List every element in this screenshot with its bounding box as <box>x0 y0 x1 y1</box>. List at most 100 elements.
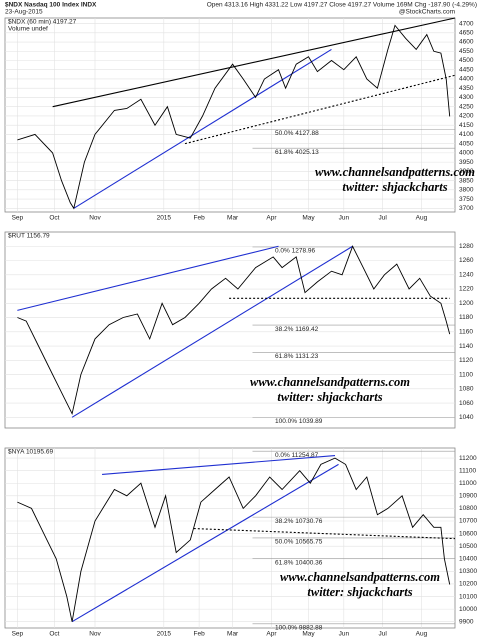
x-tick-label: Mar <box>227 215 239 222</box>
y-tick-label: 10900 <box>459 493 477 500</box>
fib-label: 100.0% 1039.89 <box>275 418 323 425</box>
fib-label: 61.8% 10400.36 <box>275 559 323 566</box>
y-tick-label: 4650 <box>459 29 474 36</box>
trendline <box>184 74 456 145</box>
y-tick-label: 3900 <box>459 168 474 175</box>
y-tick-label: 10800 <box>459 505 477 512</box>
legend-text: $NYA 10195.69 <box>8 449 53 456</box>
trendline <box>71 245 353 418</box>
x-tick-label: May <box>302 631 315 638</box>
x-tick-label: Apr <box>266 215 277 222</box>
y-tick-label: 4550 <box>459 48 474 55</box>
x-tick-label: Mar <box>227 631 239 638</box>
y-tick-label: 10000 <box>459 606 477 613</box>
y-tick-label: 11000 <box>459 480 477 487</box>
x-tick-label: Sep <box>12 215 24 222</box>
y-tick-label: 10200 <box>459 581 477 588</box>
y-tick-label: 10600 <box>459 530 477 537</box>
trendline <box>73 48 332 209</box>
y-tick-label: 4400 <box>459 76 474 83</box>
y-tick-label: 4700 <box>459 20 474 27</box>
watermark: www.channelsandpatterns.com <box>280 570 440 584</box>
ohlc-header: Open 4313.16 High 4331.22 Low 4197.27 Cl… <box>207 2 477 9</box>
fib-label: 50.0% 4127.88 <box>275 130 319 137</box>
date: 23-Aug-2015 <box>5 9 43 16</box>
y-tick-label: 1160 <box>459 329 473 336</box>
x-tick-label: May <box>302 215 315 222</box>
y-tick-label: 4500 <box>459 57 474 64</box>
trendline <box>71 463 339 623</box>
y-tick-label: 11100 <box>459 467 476 474</box>
y-tick-label: 4200 <box>459 113 474 120</box>
fib-label: 61.8% 4025.13 <box>275 149 319 156</box>
fib-label: 50.0% 10565.75 <box>275 539 323 546</box>
y-tick-label: 1280 <box>459 243 474 250</box>
y-tick-label: 11200 <box>459 455 477 462</box>
x-tick-label: Apr <box>266 631 277 638</box>
y-tick-label: 4050 <box>459 140 474 147</box>
y-tick-label: 10400 <box>459 555 477 562</box>
y-tick-label: 4000 <box>459 150 474 157</box>
x-tick-label: Feb <box>194 631 206 638</box>
x-tick-label: Nov <box>89 631 101 638</box>
fib-label: 61.8% 1131.23 <box>275 353 319 360</box>
x-tick-label: Sep <box>12 631 24 638</box>
y-tick-label: 4250 <box>459 103 474 110</box>
x-tick-label: Jul <box>378 631 387 638</box>
x-tick-label: Feb <box>194 215 206 222</box>
watermark: twitter: shjackcharts <box>277 390 382 404</box>
y-tick-label: 1240 <box>459 271 474 278</box>
watermark: twitter: shjackcharts <box>307 585 412 599</box>
y-tick-label: 4150 <box>459 122 474 129</box>
x-tick-label: Jun <box>339 631 350 638</box>
y-tick-label: 10700 <box>459 518 477 525</box>
y-tick-label: 10300 <box>459 568 477 575</box>
x-tick-label: Oct <box>49 215 59 222</box>
price-line <box>17 24 451 210</box>
x-tick-label: Aug <box>416 215 428 222</box>
y-tick-label: 4600 <box>459 39 474 46</box>
credit: @StockCharts.com <box>399 9 455 16</box>
x-tick-label: Nov <box>89 215 101 222</box>
y-tick-label: 1220 <box>459 286 474 293</box>
fib-label: 0.0% 11254.87 <box>275 452 319 459</box>
fib-label: 38.2% 10730.76 <box>275 518 323 525</box>
fib-label: 100.0% 9882.88 <box>275 625 323 632</box>
watermark: www.channelsandpatterns.com <box>250 375 410 389</box>
x-tick-label: Jun <box>339 215 350 222</box>
trendline <box>52 17 456 108</box>
y-tick-label: 9900 <box>459 618 474 625</box>
y-tick-label: 3750 <box>459 196 474 203</box>
y-tick-label: 1060 <box>459 400 474 407</box>
title: $NDX Nasdaq 100 Index INDX <box>5 2 97 9</box>
trendline <box>102 455 336 475</box>
legend-text: $RUT 1156.79 <box>8 233 50 240</box>
x-tick-label: Aug <box>416 631 428 638</box>
y-tick-label: 4100 <box>459 131 474 138</box>
y-tick-label: 4350 <box>459 85 474 92</box>
fib-label: 38.2% 1169.42 <box>275 326 319 333</box>
x-tick-label: Oct <box>49 631 59 638</box>
trendline <box>193 528 456 540</box>
legend-text: $NDX (60 min) 4197.27 <box>8 19 77 26</box>
y-tick-label: 4450 <box>459 66 474 73</box>
x-tick-label: Jul <box>378 215 387 222</box>
y-tick-label: 3950 <box>459 159 474 166</box>
y-tick-label: 1100 <box>459 371 473 378</box>
legend-text: Volume undef <box>8 26 48 33</box>
x-tick-label: 2015 <box>157 631 172 638</box>
fib-label: 0.0% 1278.96 <box>275 248 316 255</box>
price-line <box>17 457 451 622</box>
y-tick-label: 1040 <box>459 414 474 421</box>
y-tick-label: 3700 <box>459 205 474 212</box>
watermark: www.channelsandpatterns.com <box>315 165 475 179</box>
y-tick-label: 1180 <box>459 314 473 321</box>
y-tick-label: 3850 <box>459 177 474 184</box>
y-tick-label: 10100 <box>459 593 477 600</box>
y-tick-label: 1200 <box>459 300 474 307</box>
panel <box>4 231 456 429</box>
price-line <box>17 245 451 416</box>
y-tick-label: 1120 <box>459 357 473 364</box>
y-tick-label: 3800 <box>459 187 474 194</box>
